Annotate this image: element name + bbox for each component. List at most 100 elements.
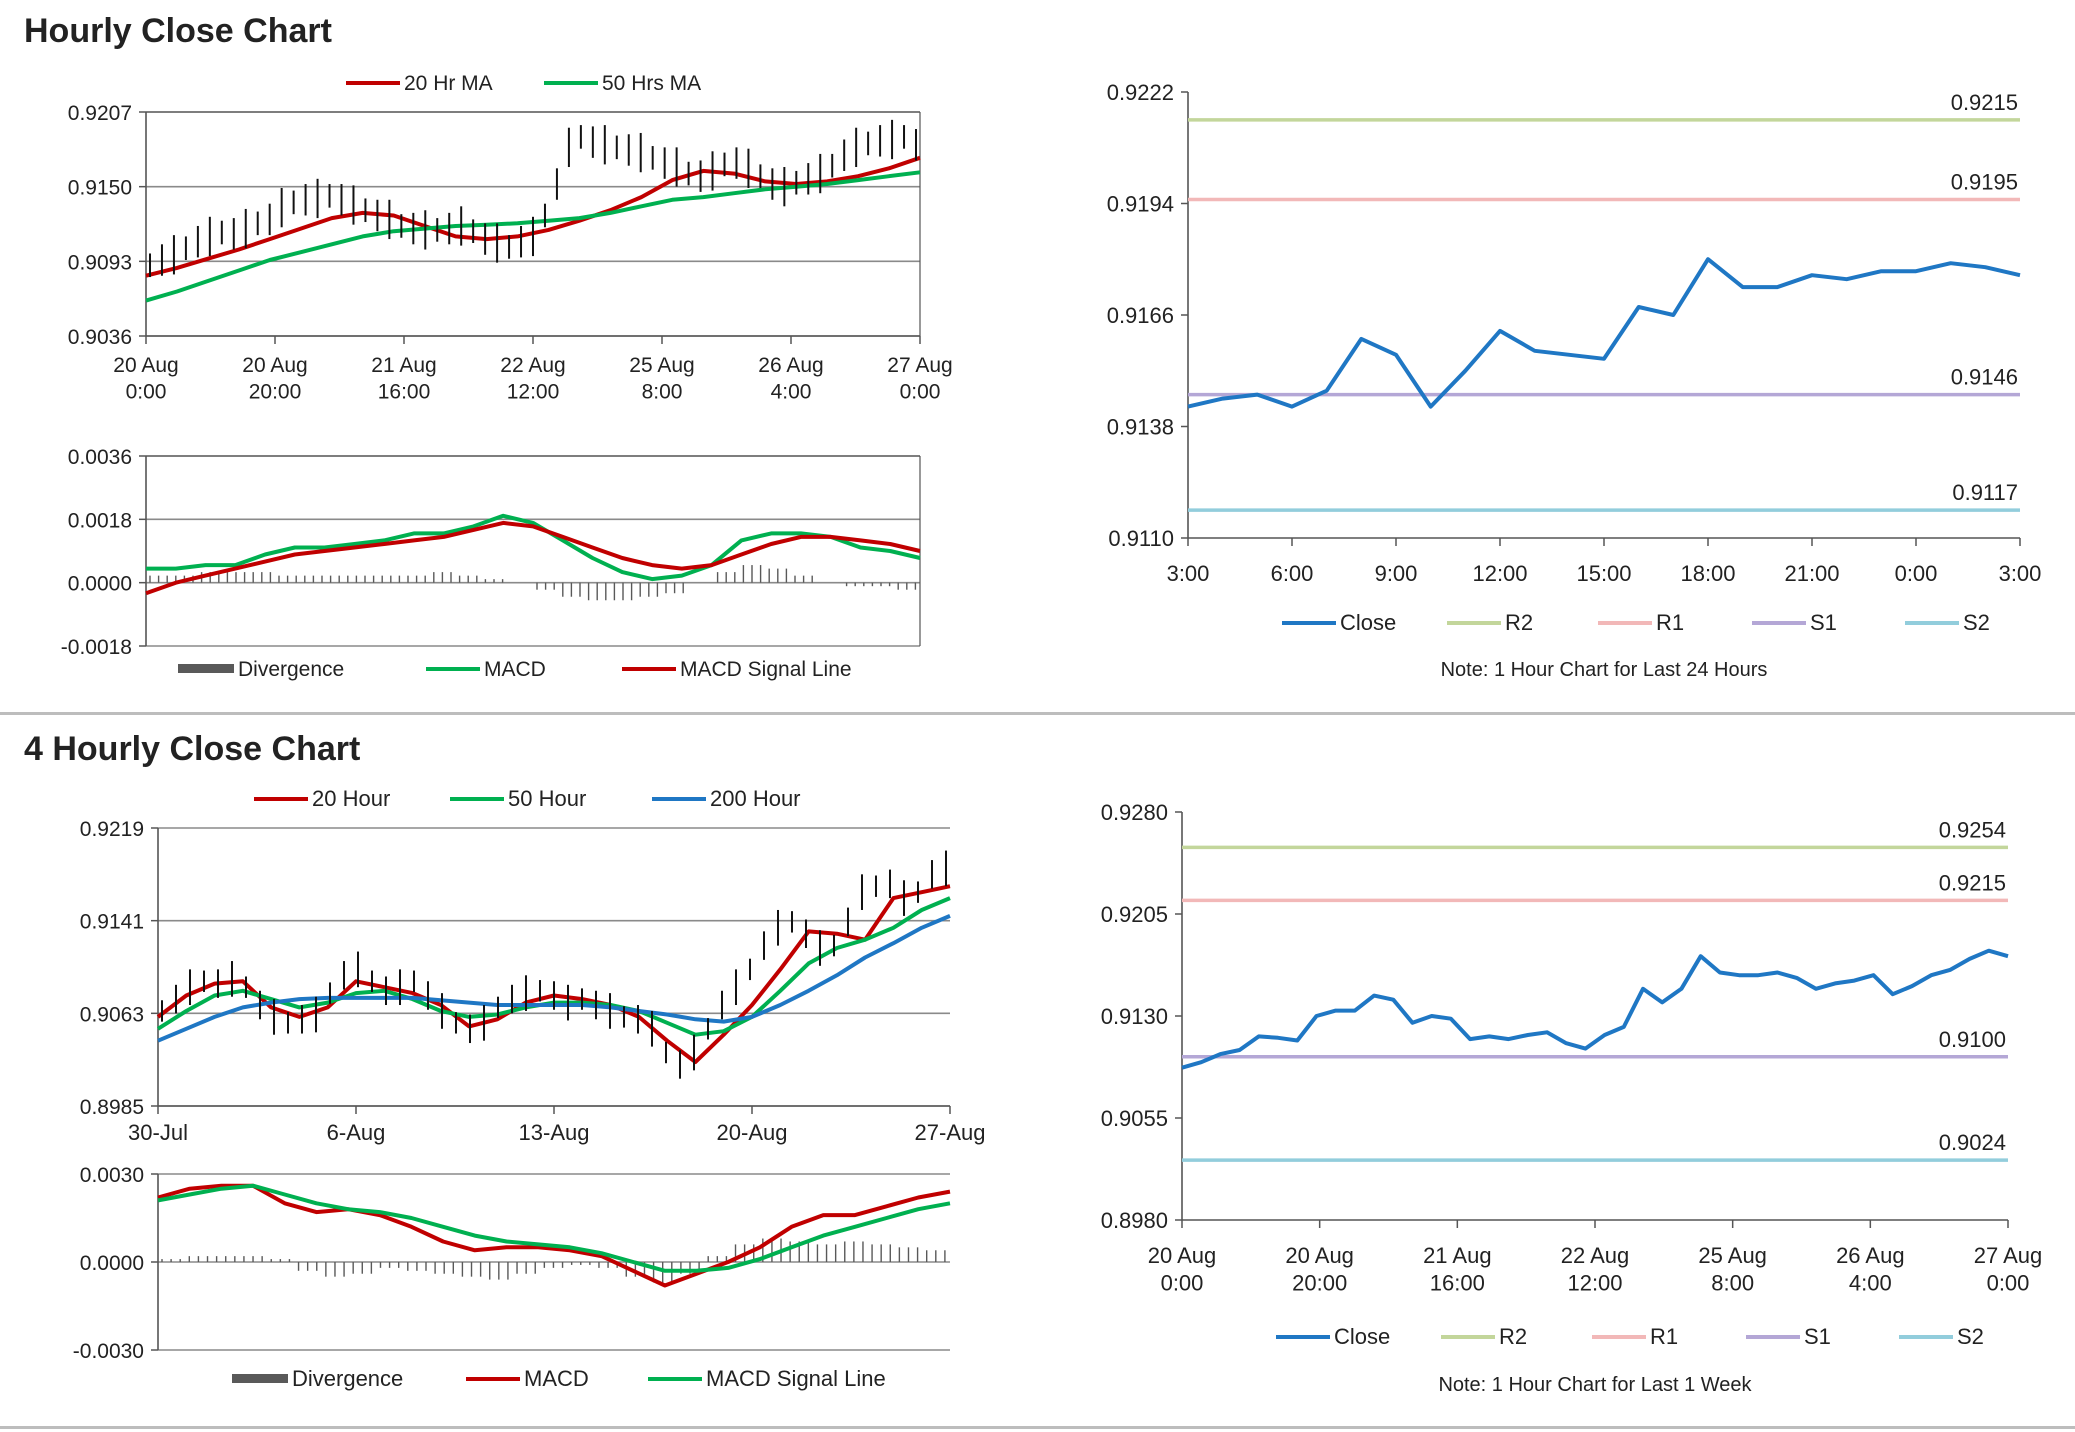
x-tick-label: 20-Aug (717, 1120, 788, 1145)
x-tick-label: 9:00 (1375, 561, 1418, 586)
legend-label: Close (1334, 1324, 1390, 1349)
x-tick-label: 27 Aug 0:00 (1974, 1243, 2043, 1296)
y-tick-label: 0.9110 (1108, 526, 1174, 551)
level-label-r2: 0.9215 (1951, 90, 2018, 115)
x-tick-label: 26 Aug 4:00 (758, 354, 823, 403)
section-divider (0, 712, 2075, 715)
y-tick-label: 0.9222 (1107, 80, 1174, 105)
y-tick-label: 0.0000 (80, 1252, 144, 1275)
four-hourly-macd-chart: 0.0030 0.0000 -0.0030 Divergence MACD MACD Si… (73, 1164, 951, 1391)
close-line (1187, 257, 2021, 409)
y-tick-label: 0.9036 (68, 326, 132, 349)
macd-line (157, 1183, 951, 1273)
y-tick-label: 0.0030 (80, 1164, 144, 1187)
chart-note: Note: 1 Hour Chart for Last 24 Hours (1441, 659, 1768, 681)
x-tick-label: 26 Aug 4:00 (1836, 1243, 1905, 1296)
legend-label: S1 (1804, 1324, 1831, 1349)
hourly-levels-chart: 0.9222 0.9194 0.9166 0.9138 0.9110 0.9215 0.91… (1107, 80, 2042, 681)
x-tick-label: 21 Aug 16:00 (1423, 1243, 1492, 1296)
x-tick-label: 21 Aug 16:00 (371, 354, 436, 403)
legend-label: R2 (1499, 1324, 1527, 1349)
x-tick-label: 25 Aug 8:00 (629, 354, 694, 403)
y-tick-label: 0.0000 (68, 573, 132, 596)
legend-label: 20 Hour (312, 786, 390, 811)
x-tick-label: 12:00 (1472, 561, 1527, 586)
legend-label: Close (1340, 610, 1396, 635)
y-tick-label: 0.9205 (1101, 902, 1168, 927)
y-tick-label: 0.0018 (68, 509, 132, 532)
x-tick-label: 21:00 (1784, 561, 1839, 586)
y-tick-label: 0.9063 (80, 1003, 144, 1026)
y-tick-label: 0.9194 (1107, 192, 1174, 217)
legend-label: S2 (1957, 1324, 1984, 1349)
level-label-s2: 0.9024 (1939, 1130, 2006, 1155)
y-tick-label: 0.9130 (1101, 1004, 1168, 1029)
ma-line (145, 155, 921, 278)
legend-label: S2 (1963, 610, 1990, 635)
y-tick-label: 0.0036 (68, 446, 132, 469)
y-tick-label: 0.9055 (1101, 1106, 1168, 1131)
bottom-divider (0, 1426, 2075, 1429)
level-label-r1: 0.9215 (1939, 870, 2006, 895)
x-tick-label: 6-Aug (327, 1120, 386, 1145)
y-tick-label: 0.9141 (80, 911, 144, 934)
x-tick-label: 20 Aug 20:00 (242, 354, 307, 403)
legend-label: Divergence (238, 658, 344, 681)
y-tick-label: -0.0030 (73, 1340, 144, 1363)
x-tick-label: 22 Aug 12:00 (1561, 1243, 1630, 1296)
x-tick-label: 3:00 (1999, 561, 2042, 586)
ma-line (156, 884, 951, 1064)
legend-label: MACD Signal Line (680, 658, 852, 681)
x-tick-label: 20 Aug 0:00 (1148, 1243, 1217, 1296)
macd-line (145, 520, 921, 596)
legend-label: MACD (524, 1366, 589, 1391)
macd-line (157, 1183, 951, 1288)
x-tick-label: 25 Aug 8:00 (1698, 1243, 1767, 1296)
hourly-price-chart: 0.9207 0.9150 0.9093 0.9036 20 Aug 0:00 20 Aug… (68, 72, 953, 403)
legend-label: R2 (1505, 610, 1533, 635)
chart-note: Note: 1 Hour Chart for Last 1 Week (1438, 1374, 1752, 1396)
y-tick-label: 0.9219 (80, 818, 144, 841)
level-label-r1: 0.9195 (1951, 170, 2018, 195)
legend-label: MACD (484, 658, 546, 681)
level-label-s1: 0.9146 (1951, 365, 2018, 390)
legend-label: S1 (1810, 610, 1837, 635)
x-tick-label: 27 Aug 0:00 (887, 354, 952, 403)
four-hourly-section-title: 4 Hourly Close Chart (24, 730, 361, 768)
legend-label: 50 Hrs MA (602, 72, 701, 95)
x-tick-label: 22 Aug 12:00 (500, 354, 565, 403)
x-tick-label: 30-Jul (128, 1120, 188, 1145)
close-line (1181, 948, 2009, 1070)
level-label-s1: 0.9100 (1939, 1027, 2006, 1052)
level-label-s2: 0.9117 (1952, 480, 2018, 505)
legend-swatch (232, 1374, 288, 1383)
level-label-r2: 0.9254 (1939, 817, 2006, 842)
ma-line (156, 896, 951, 1037)
legend-label: R1 (1656, 610, 1684, 635)
legend-label: MACD Signal Line (706, 1366, 886, 1391)
x-tick-label: 20 Aug 20:00 (1285, 1243, 1354, 1296)
macd-line (146, 513, 921, 582)
x-tick-label: 0:00 (1895, 561, 1938, 586)
y-tick-label: 0.9150 (68, 177, 132, 200)
y-tick-label: 0.8980 (1101, 1208, 1168, 1233)
hourly-section-title: Hourly Close Chart (24, 12, 332, 50)
x-tick-label: 18:00 (1680, 561, 1735, 586)
legend-label: Divergence (292, 1366, 403, 1391)
legend-swatch (178, 664, 234, 673)
y-tick-label: 0.9166 (1107, 303, 1174, 328)
y-tick-label: 0.9093 (68, 251, 132, 274)
x-tick-label: 27-Aug (915, 1120, 986, 1145)
legend-label: 200 Hour (710, 786, 801, 811)
y-tick-label: 0.8985 (80, 1096, 144, 1119)
y-tick-label: -0.0018 (61, 636, 132, 659)
legend-label: R1 (1650, 1324, 1678, 1349)
x-tick-label: 13-Aug (519, 1120, 590, 1145)
x-tick-label: 6:00 (1271, 561, 1314, 586)
y-tick-label: 0.9138 (1107, 415, 1174, 440)
legend-label: 20 Hr MA (404, 72, 493, 95)
y-tick-label: 0.9280 (1101, 800, 1168, 825)
x-tick-label: 15:00 (1576, 561, 1631, 586)
x-tick-label: 3:00 (1167, 561, 1210, 586)
